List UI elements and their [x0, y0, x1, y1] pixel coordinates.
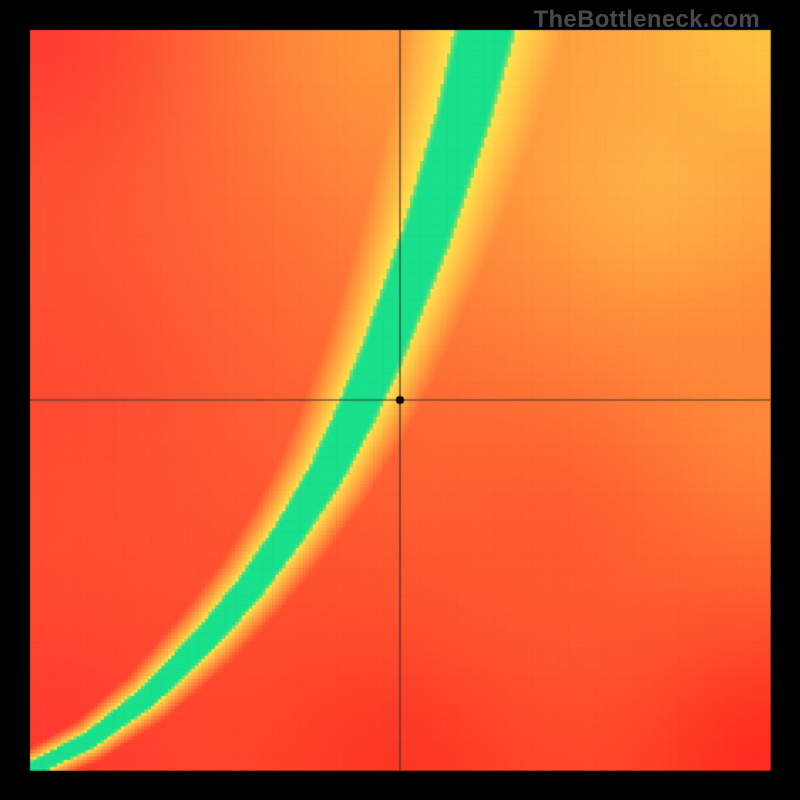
root: { "image": { "width": 800, "height": 800… — [0, 0, 800, 800]
bottleneck-heatmap — [0, 0, 800, 800]
watermark-text: TheBottleneck.com — [534, 6, 760, 34]
